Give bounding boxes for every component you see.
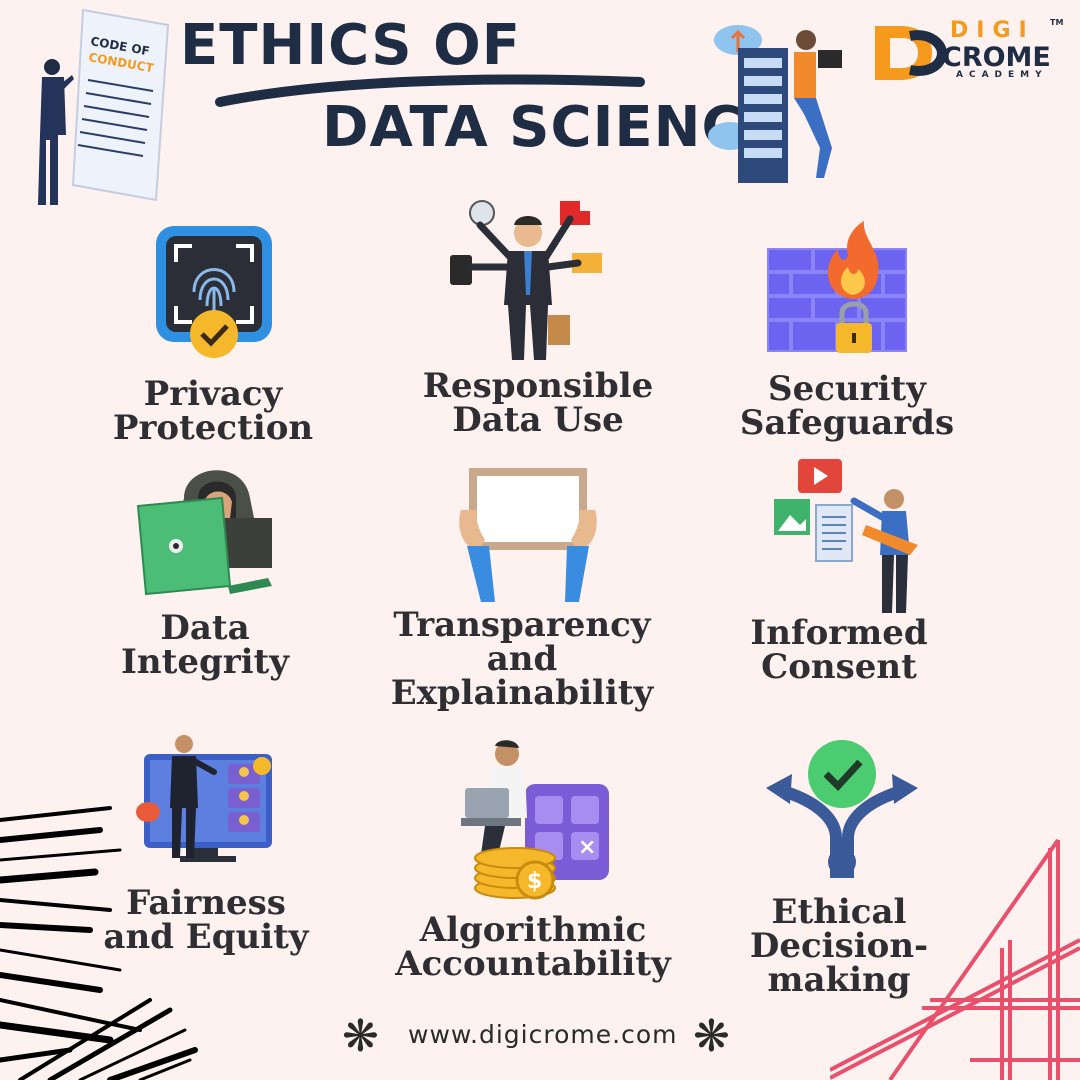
item-label-line: Transparency [393, 605, 651, 645]
item-label-integrity: Data Integrity [55, 611, 355, 679]
digicrome-logo: DIGI CROME ACADEMY TM [870, 18, 1065, 88]
calculator-laptop-coins-icon: × $ [461, 740, 609, 900]
hooded-hacker-laptop-icon [136, 470, 272, 596]
svg-text:×: × [578, 835, 596, 860]
item-label-line: Decision- [749, 926, 929, 966]
page-title-line1: ETHICS OF [180, 13, 521, 78]
item-label-line: Integrity [120, 642, 290, 682]
item-label-line: Fairness [126, 883, 286, 923]
item-label-line: Security [768, 369, 926, 409]
item-label-line: Accountability [395, 944, 671, 984]
media-presenter-icon [774, 459, 918, 613]
code-of-conduct-illustration: CODE OF CONDUCT [38, 8, 170, 205]
pink-hash-lines [830, 838, 1080, 1080]
item-label-decision: Ethical Decision- making [689, 895, 989, 997]
item-label-line: Privacy [143, 374, 283, 414]
item-label-privacy: Privacy Protection [63, 377, 363, 445]
item-label-line: Safeguards [739, 403, 955, 443]
footer-website[interactable]: www.digicrome.com [408, 1020, 678, 1049]
item-label-line: Explainability [390, 673, 654, 713]
item-label-line: Responsible [422, 366, 654, 406]
decision-arrows-check-icon [766, 740, 918, 878]
item-label-security: Security Safeguards [697, 372, 997, 440]
server-man-illustration [708, 25, 842, 183]
black-burst-lines [0, 806, 198, 1080]
item-label-responsible: Responsible Data Use [388, 369, 688, 437]
item-label-line: and [486, 639, 558, 679]
page-title-line2: DATA SCIENCE [322, 95, 783, 160]
item-label-line: Data Use [452, 400, 624, 440]
item-label-fairness: Fairness and Equity [56, 886, 356, 954]
brand-tagline: ACADEMY [956, 70, 1048, 80]
item-label-transparency: Transparency and Explainability [372, 608, 672, 710]
item-label-line: Algorithmic [419, 910, 647, 950]
brand-name-bottom: CROME [942, 42, 1051, 73]
brush-underline [215, 74, 645, 107]
item-label-accountability: Algorithmic Accountability [383, 913, 683, 981]
brand-trademark: TM [1050, 18, 1064, 27]
item-label-line: and Equity [103, 917, 309, 957]
brand-name-top: DIGI [950, 18, 1035, 43]
hands-holding-frame-icon [459, 468, 597, 602]
multitasking-businessman-icon [450, 200, 602, 360]
item-label-line: Protection [112, 408, 314, 448]
fingerprint-scan-icon [156, 226, 272, 358]
video-conference-icon [136, 735, 272, 862]
svg-text:$: $ [527, 869, 542, 894]
footer-star-right-icon: ❋ [693, 1011, 730, 1062]
item-label-line: Informed [750, 613, 928, 653]
footer-star-left-icon: ❋ [342, 1011, 379, 1062]
firewall-icon [767, 221, 907, 353]
item-label-line: Data [160, 608, 250, 648]
item-label-line: making [767, 960, 911, 1000]
item-label-line: Ethical [771, 892, 907, 932]
item-label-line: Consent [761, 647, 917, 687]
item-label-consent: Informed Consent [689, 616, 989, 684]
